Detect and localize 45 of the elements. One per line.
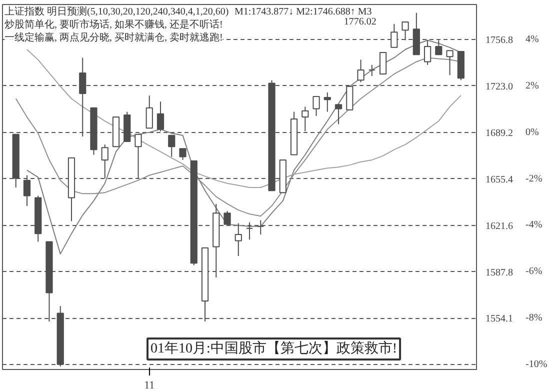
candlestick — [324, 92, 331, 112]
candlestick — [134, 134, 142, 179]
candlestick — [234, 222, 242, 256]
candlestick — [379, 52, 387, 74]
candlestick — [246, 222, 254, 240]
y2-tick-label: -4% — [526, 220, 542, 231]
candlestick — [23, 174, 31, 206]
y-tick-label: 1587.8 — [486, 267, 513, 278]
candlestick — [446, 50, 454, 76]
y-tick-label: 1621.6 — [486, 220, 513, 232]
annotation: 一线定输赢, 两点见分晓, 买时就满仓, 卖时就逃跑! — [4, 32, 223, 44]
candlestick — [302, 106, 309, 132]
candlestick — [156, 101, 164, 132]
candlestick — [346, 86, 354, 110]
candlestick — [424, 40, 432, 66]
candlestick — [79, 57, 86, 137]
y-tick-label: 1723.0 — [486, 81, 513, 92]
y2-tick-label: -6% — [526, 266, 542, 278]
line-series — [26, 48, 462, 188]
y2-tick-label: 0% — [526, 126, 539, 138]
y2-tick-label: -8% — [526, 312, 542, 324]
y2-tick-label: -10% — [526, 359, 548, 370]
y-tick-label: 1655.4 — [486, 174, 513, 186]
candlestick — [146, 95, 153, 129]
candlestick — [179, 148, 186, 160]
annotation: M1:1743.877↓ M2:1746.688↑ M3 — [234, 6, 372, 18]
candlestick — [257, 220, 264, 236]
candlestick — [168, 134, 176, 158]
annotation: 1776.02 — [344, 16, 376, 28]
chart-title: 上证指数 明日预测(5,10,30,20,120,240,340,4,1,20,60) — [4, 6, 229, 18]
y-tick-label: 1554.1 — [486, 314, 513, 325]
candlestick — [224, 210, 231, 225]
candlestick — [334, 104, 342, 125]
annotation: 炒股简单化, 要听市场话, 如果不赚钱, 还是不听话! — [4, 18, 223, 30]
x-tick-label: 11 — [144, 380, 155, 391]
candlestick — [357, 59, 364, 83]
y-tick-label: 1756.8 — [486, 34, 513, 46]
y2-tick-label: 2% — [526, 80, 539, 92]
y2-tick-label: -2% — [526, 173, 542, 184]
y2-tick-label: 4% — [526, 34, 539, 45]
annotation: 01年10月:中国股市【第七次】政策救市! — [150, 340, 398, 356]
candlestick — [368, 64, 376, 77]
candlestick — [101, 144, 108, 179]
candlestick — [312, 96, 320, 116]
y-tick-label: 1689.2 — [486, 128, 513, 139]
